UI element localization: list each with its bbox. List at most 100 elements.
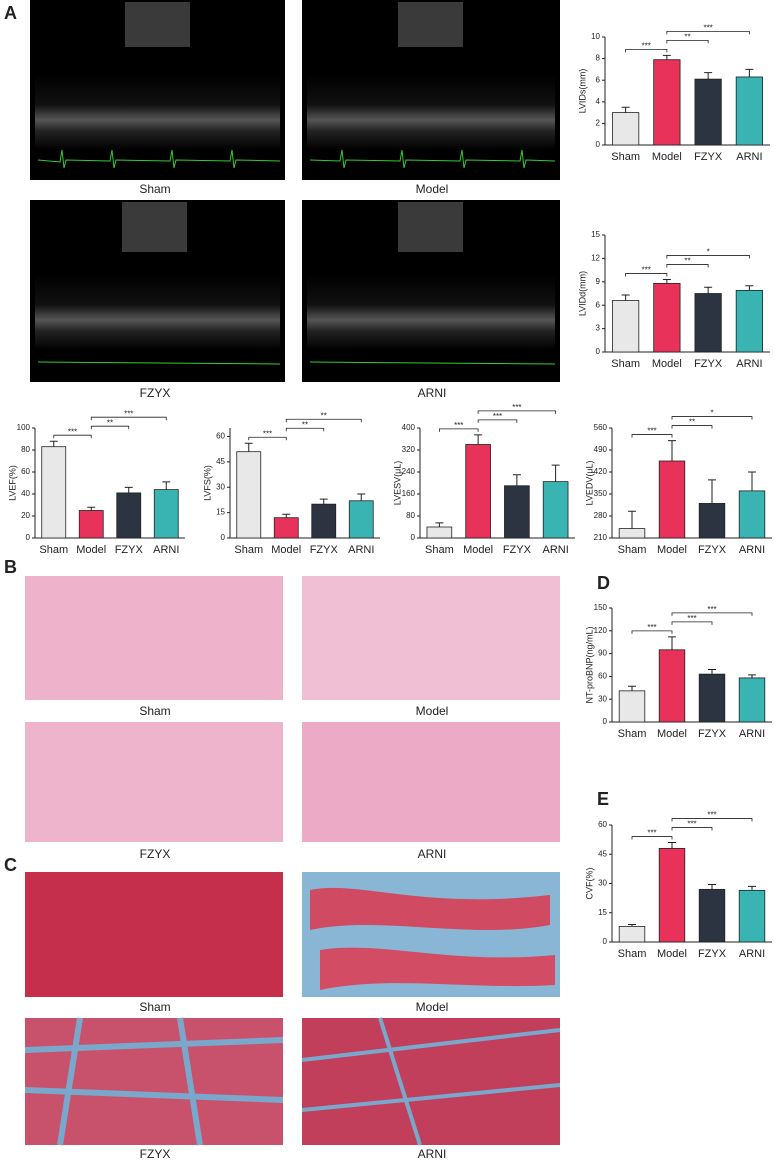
x-tick-label: FZYX <box>694 358 723 370</box>
x-tick-label: Sham <box>611 151 640 163</box>
significance-label: *** <box>647 623 656 632</box>
x-tick-label: Sham <box>618 544 647 556</box>
bar <box>694 293 722 353</box>
error-bar <box>668 440 676 461</box>
bar <box>653 59 681 146</box>
bar <box>612 112 640 146</box>
significance-bracket <box>477 410 557 414</box>
x-tick-label: Model <box>463 544 493 556</box>
significance-bracket <box>666 255 750 259</box>
x-tick-label: Model <box>657 544 687 556</box>
bar <box>658 848 686 943</box>
error-bar <box>708 883 716 890</box>
x-tick-label: ARNI <box>739 728 765 740</box>
caption: Model <box>416 1000 449 1014</box>
significance-label: *** <box>263 429 272 438</box>
x-tick-label: Model <box>76 544 106 556</box>
error-bar <box>745 68 754 77</box>
y-tick-label: 100 <box>17 423 31 432</box>
y-tick-label: 400 <box>402 423 416 432</box>
error-bar <box>662 54 671 60</box>
y-tick-label: 210 <box>594 533 608 542</box>
y-axis-label: LVEF(%) <box>7 465 17 501</box>
bar <box>618 690 646 723</box>
error-bar <box>748 674 756 678</box>
significance-bracket <box>285 418 362 423</box>
caption: FZYX <box>140 1147 171 1161</box>
y-tick-label: 30 <box>216 482 225 491</box>
error-bar <box>662 278 671 284</box>
y-tick-label: 10 <box>591 32 600 41</box>
significance-bracket <box>671 425 713 429</box>
x-tick-label: Model <box>652 358 682 370</box>
y-tick-label: 0 <box>411 533 416 542</box>
significance-label: *** <box>707 811 716 820</box>
y-tick-label: 320 <box>402 445 416 454</box>
y-tick-label: 15 <box>598 908 607 917</box>
y-tick-label: 80 <box>21 445 30 454</box>
error-bar <box>708 479 716 504</box>
panel-label: D <box>597 573 610 593</box>
y-axis-label: NT-proBNP(ng/mL) <box>584 626 594 703</box>
caption: Sham <box>139 182 170 196</box>
y-tick-label: 420 <box>594 467 608 476</box>
error-bar <box>244 442 253 452</box>
y-axis-label: LVEDV(μL) <box>584 460 594 505</box>
significance-label: *** <box>493 412 502 421</box>
panel-label: E <box>597 789 609 809</box>
significance-bracket <box>285 427 325 432</box>
x-tick-label: FZYX <box>115 544 144 556</box>
significance-bracket <box>631 836 673 840</box>
caption: Sham <box>139 704 170 718</box>
significance-bracket <box>53 434 92 439</box>
panel-label: A <box>4 3 17 23</box>
error-bar <box>668 636 676 650</box>
y-tick-label: 2 <box>596 119 601 128</box>
significance-label: ** <box>684 32 690 41</box>
bar <box>426 526 453 539</box>
significance-label: * <box>710 409 713 418</box>
significance-label: *** <box>647 829 656 838</box>
significance-label: *** <box>124 409 133 418</box>
y-axis-label: CVF(%) <box>584 868 594 900</box>
error-bar <box>124 486 133 493</box>
panel-label: B <box>4 557 17 577</box>
caption: FZYX <box>140 386 171 400</box>
bar <box>618 926 646 943</box>
y-tick-label: 60 <box>216 432 225 441</box>
bar <box>694 78 722 146</box>
bar <box>698 673 726 723</box>
y-tick-label: 60 <box>21 467 30 476</box>
significance-label: * <box>707 248 710 257</box>
y-tick-label: 40 <box>21 489 30 498</box>
significance-label: *** <box>687 820 696 829</box>
bar <box>153 489 179 539</box>
error-bar <box>162 481 171 490</box>
significance-bracket <box>671 818 753 822</box>
x-tick-label: Model <box>652 151 682 163</box>
y-tick-label: 6 <box>596 75 601 84</box>
significance-label: ** <box>107 418 113 427</box>
y-tick-label: 240 <box>402 467 416 476</box>
significance-label: ** <box>302 420 308 429</box>
x-tick-label: FZYX <box>698 728 727 740</box>
bar <box>236 451 262 539</box>
x-tick-label: Model <box>271 544 301 556</box>
x-tick-label: Sham <box>618 948 647 960</box>
error-bar <box>49 440 58 447</box>
y-tick-label: 9 <box>596 277 601 286</box>
caption: ARNI <box>418 386 447 400</box>
y-tick-label: 0 <box>221 533 226 542</box>
significance-label: *** <box>687 614 696 623</box>
significance-bracket <box>248 436 287 441</box>
bar <box>78 510 104 539</box>
y-tick-label: 0 <box>596 140 601 149</box>
significance-bracket <box>625 48 668 53</box>
bar <box>653 282 681 353</box>
error-bar <box>621 294 630 301</box>
error-bar <box>628 510 636 529</box>
error-bar <box>704 72 713 80</box>
y-tick-label: 280 <box>594 511 608 520</box>
bar <box>698 888 726 943</box>
x-tick-label: ARNI <box>739 948 765 960</box>
